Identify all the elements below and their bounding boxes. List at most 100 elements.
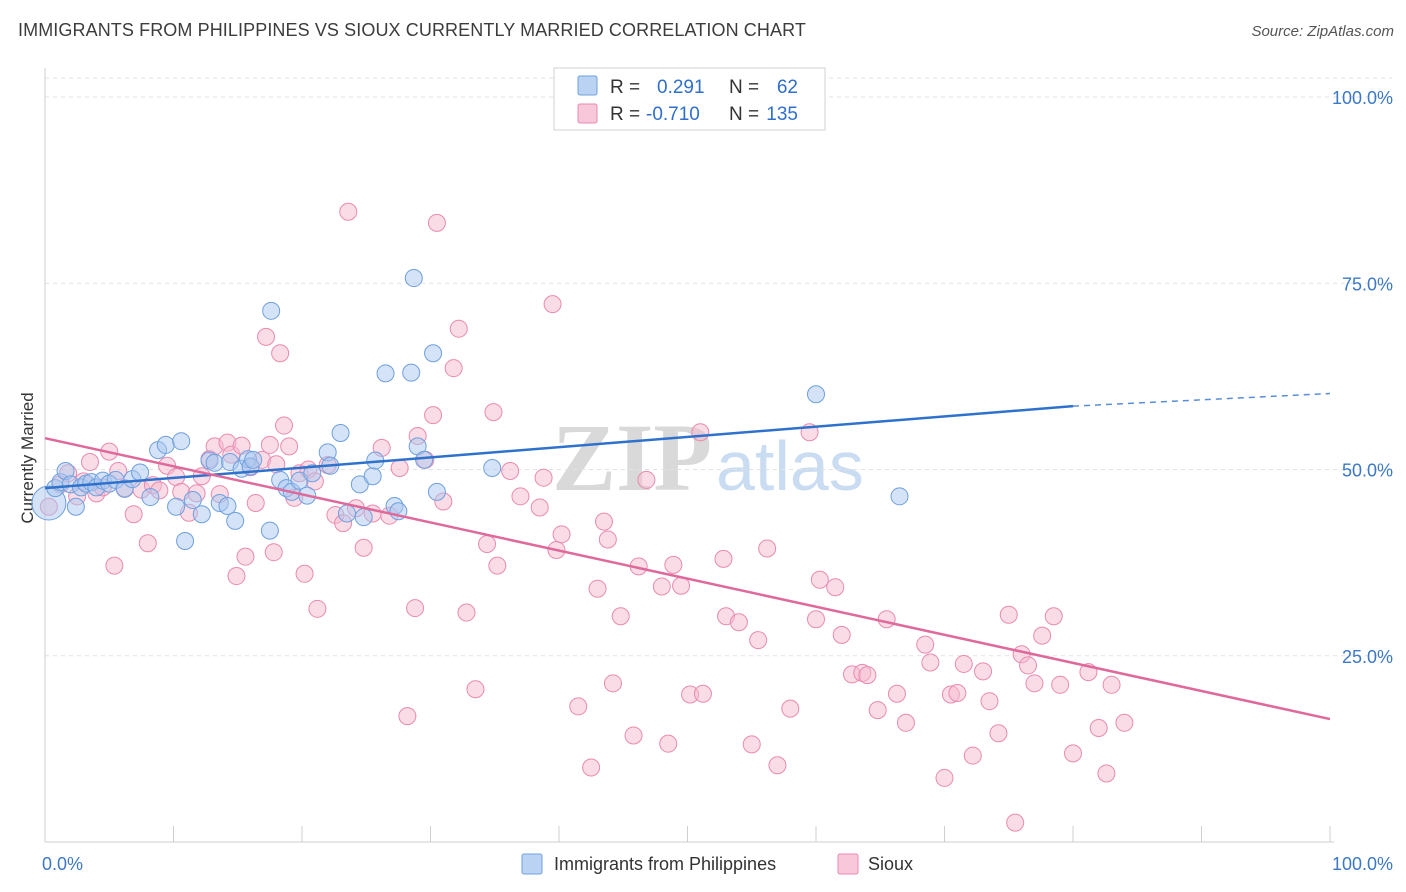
legend-r-label-sioux: R = bbox=[610, 104, 640, 125]
sioux-point bbox=[691, 423, 710, 442]
sioux-point bbox=[887, 684, 906, 703]
sioux-point bbox=[1115, 713, 1134, 732]
legend-r-label-philippines: R = bbox=[610, 77, 640, 98]
x-tick-label: 100.0% bbox=[1332, 854, 1393, 874]
sioux-point bbox=[390, 459, 409, 478]
legend-n-value-philippines: 62 bbox=[777, 77, 798, 98]
legend-bottom-label-sioux: Sioux bbox=[868, 854, 913, 874]
watermark: ZIP atlas bbox=[552, 404, 864, 511]
sioux-point bbox=[594, 512, 613, 531]
sioux-point bbox=[236, 547, 255, 566]
sioux-point bbox=[406, 599, 425, 618]
sioux-point bbox=[1033, 626, 1052, 645]
sioux-point bbox=[1102, 675, 1121, 694]
sioux-point bbox=[227, 567, 246, 586]
philippines-point bbox=[303, 464, 322, 483]
sioux-point bbox=[974, 662, 993, 681]
y-tick-label: 50.0% bbox=[1342, 461, 1393, 481]
sioux-point bbox=[637, 470, 656, 489]
sioux-point bbox=[543, 295, 562, 314]
philippines-point bbox=[404, 269, 423, 288]
philippines-point bbox=[890, 487, 909, 506]
philippines-point bbox=[183, 491, 202, 510]
sioux-point bbox=[868, 701, 887, 720]
sioux-point bbox=[569, 697, 588, 716]
sioux-point bbox=[260, 435, 279, 454]
grid-lines bbox=[45, 77, 1392, 657]
sioux-point bbox=[611, 607, 630, 626]
sioux-point bbox=[603, 674, 622, 693]
sioux-point bbox=[1044, 607, 1063, 626]
legend-top: R = 0.291 N = 62 R = -0.710 N = 135 bbox=[553, 67, 826, 131]
sioux-point bbox=[652, 577, 671, 596]
philippines-point bbox=[262, 301, 281, 320]
philippines-point bbox=[66, 497, 85, 516]
philippines-point bbox=[415, 450, 434, 469]
trend-lines bbox=[44, 392, 1331, 721]
philippines-point bbox=[402, 363, 421, 382]
source-credit: Source: ZipAtlas.com bbox=[1251, 23, 1394, 40]
philippines-point bbox=[192, 505, 211, 524]
philippines-point bbox=[141, 488, 160, 507]
y-tick-label: 25.0% bbox=[1342, 647, 1393, 667]
philippines-point bbox=[260, 521, 279, 540]
x-tick-labels: 0.0% 100.0% bbox=[42, 854, 1393, 874]
legend-bottom-label-philippines: Immigrants from Philippines bbox=[554, 854, 776, 874]
sioux-point bbox=[478, 535, 497, 553]
philippines-point bbox=[244, 450, 263, 469]
philippines-point bbox=[427, 482, 446, 501]
sioux-point bbox=[659, 734, 678, 753]
sioux-point bbox=[1025, 674, 1044, 693]
watermark-zip: ZIP bbox=[552, 404, 712, 511]
philippines-points bbox=[31, 269, 909, 551]
sioux-point bbox=[457, 603, 476, 622]
sioux-point bbox=[896, 713, 915, 732]
sioux-point bbox=[80, 453, 99, 472]
sioux-point bbox=[275, 416, 294, 435]
sioux-point bbox=[742, 735, 761, 754]
legend-n-value-sioux: 135 bbox=[766, 104, 798, 125]
sioux-point bbox=[1019, 656, 1038, 675]
sioux-point bbox=[624, 726, 643, 745]
sioux-point bbox=[427, 213, 446, 232]
sioux-point bbox=[1064, 744, 1082, 763]
watermark-atlas: atlas bbox=[716, 427, 864, 505]
sioux-point bbox=[501, 461, 520, 480]
philippines-point bbox=[172, 432, 191, 451]
sioux-point bbox=[138, 534, 157, 553]
sioux-point bbox=[999, 605, 1018, 624]
sioux-point bbox=[588, 579, 607, 598]
y-tick-label: 75.0% bbox=[1342, 274, 1393, 294]
philippines-point bbox=[131, 463, 150, 482]
sioux-point bbox=[552, 525, 571, 544]
sioux-point bbox=[954, 654, 973, 673]
philippines-point bbox=[483, 459, 502, 478]
sioux-point bbox=[858, 666, 877, 685]
sioux-point bbox=[264, 543, 283, 562]
x-tick-label: 0.0% bbox=[42, 854, 83, 874]
sioux-point bbox=[295, 564, 314, 583]
legend-bottom-swatch-philippines bbox=[521, 853, 543, 875]
sioux-point bbox=[530, 498, 549, 517]
sioux-point bbox=[598, 530, 617, 549]
sioux-point bbox=[257, 327, 276, 346]
sioux-point bbox=[339, 202, 358, 221]
sioux-point bbox=[963, 746, 982, 765]
legend-top-box bbox=[553, 67, 826, 131]
axes bbox=[44, 68, 1334, 843]
sioux-point bbox=[664, 555, 683, 574]
sioux-point bbox=[989, 724, 1008, 743]
legend-swatch-philippines bbox=[577, 75, 598, 96]
legend-bottom: Immigrants from Philippines Sioux bbox=[521, 853, 913, 875]
philippines-point bbox=[363, 467, 382, 486]
philippines-point bbox=[376, 364, 395, 383]
sioux-point bbox=[582, 758, 601, 777]
sioux-point bbox=[832, 625, 851, 644]
philippines-point bbox=[331, 423, 350, 442]
philippines-point bbox=[807, 385, 825, 404]
philippines-point bbox=[350, 475, 369, 494]
y-tick-label: 100.0% bbox=[1332, 88, 1393, 108]
sioux-point bbox=[693, 684, 712, 703]
sioux-point bbox=[1089, 719, 1108, 738]
